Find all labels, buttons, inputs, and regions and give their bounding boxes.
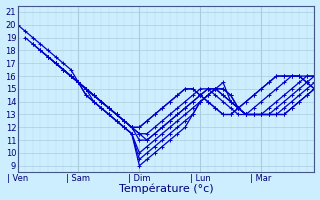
- X-axis label: Température (°c): Température (°c): [119, 184, 213, 194]
